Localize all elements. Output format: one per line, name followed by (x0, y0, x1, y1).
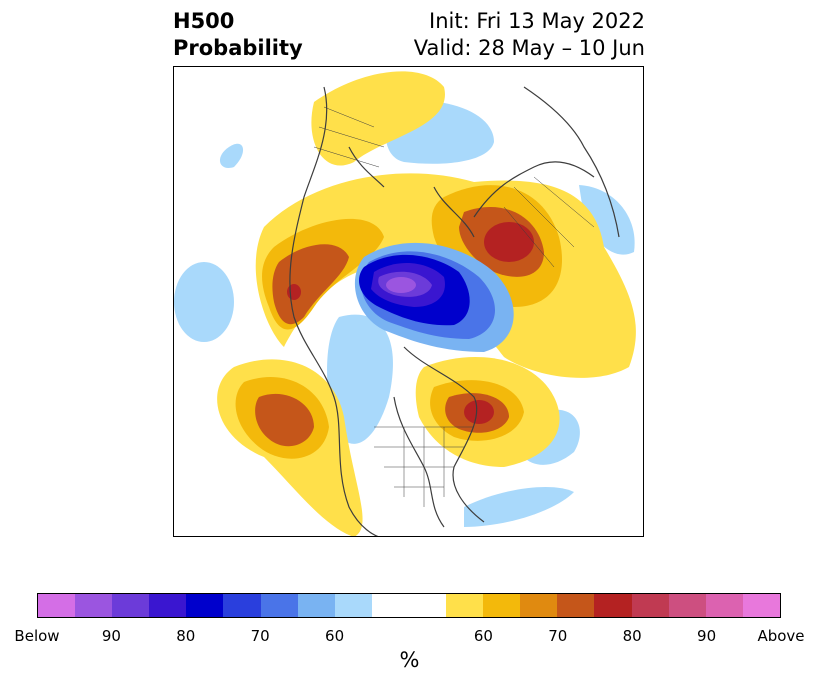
very-strong-above-areas (287, 222, 534, 424)
colorbar-tick-label: 60 (473, 627, 493, 645)
map-title-right: Init: Fri 13 May 2022 Valid: 28 May – 10… (414, 8, 645, 62)
colorbar-segment (186, 594, 224, 617)
colorbar-tick-label: 90 (101, 627, 121, 645)
colorbar-segment (260, 594, 298, 617)
colorbar-segment (38, 594, 76, 617)
colorbar-tick-label: 80 (622, 627, 642, 645)
colorbar-ticks: Below 90 80 70 60 60 70 80 90 Above (14, 627, 804, 645)
colorbar-segment (631, 594, 669, 617)
colorbar-segment (112, 594, 150, 617)
colorbar (37, 593, 781, 618)
title-variable: H500 (173, 9, 235, 33)
colorbar-tick-label: 60 (325, 627, 345, 645)
probability-map (174, 71, 636, 536)
colorbar-segment (408, 594, 447, 617)
title-product: Probability (173, 36, 303, 60)
colorbar-segment (371, 594, 409, 617)
colorbar-segment (149, 594, 187, 617)
map-panel (173, 66, 644, 537)
colorbar-segment (557, 594, 595, 617)
colorbar-tick-label: 70 (250, 627, 270, 645)
colorbar-tick-label: 70 (548, 627, 568, 645)
map-title-left: H500 Probability (173, 8, 303, 62)
colorbar-segment (75, 594, 113, 617)
init-date: Init: Fri 13 May 2022 (429, 9, 645, 33)
colorbar-tick-label: Above (757, 627, 805, 645)
colorbar-tick-label: 80 (176, 627, 196, 645)
colorbar-segment (742, 594, 780, 617)
colorbar-segment (297, 594, 335, 617)
valid-period: Valid: 28 May – 10 Jun (413, 36, 645, 60)
colorbar-segment (594, 594, 632, 617)
colorbar-segment (223, 594, 261, 617)
colorbar-segment (483, 594, 521, 617)
colorbar-segment (705, 594, 743, 617)
colorbar-unit: % (399, 648, 420, 672)
colorbar-segment (668, 594, 706, 617)
colorbar-tick-label: 90 (697, 627, 717, 645)
colorbar-segment (334, 594, 372, 617)
colorbar-segment (520, 594, 558, 617)
strong-below-area (354, 242, 514, 352)
political-borders (313, 106, 595, 507)
colorbar-segment (446, 594, 484, 617)
colorbar-tick-label: Below (14, 627, 60, 645)
